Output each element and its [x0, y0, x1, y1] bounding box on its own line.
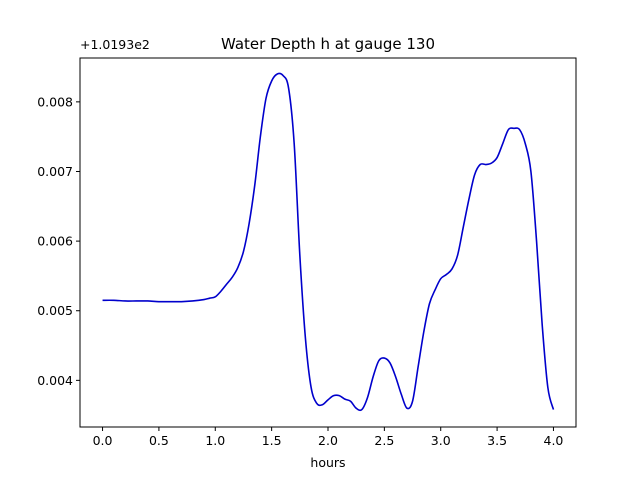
x-tick-label: 2.0 — [318, 433, 338, 448]
x-tick-label: 4.0 — [544, 433, 564, 448]
x-tick-label: 2.5 — [374, 433, 394, 448]
y-axis-offset-label: +1.0193e2 — [80, 37, 150, 52]
x-tick-label: 0.5 — [149, 433, 169, 448]
y-tick-label: 0.008 — [37, 94, 73, 109]
x-tick-label: 3.0 — [431, 433, 451, 448]
y-tick-label: 0.004 — [37, 373, 73, 388]
y-tick-label: 0.007 — [37, 164, 73, 179]
plot-series — [102, 72, 555, 412]
x-tick-label: 3.5 — [487, 433, 507, 448]
x-tick-label: 1.5 — [262, 433, 282, 448]
series-line — [102, 72, 555, 412]
x-axis-label: hours — [310, 455, 345, 470]
y-tick-label: 0.005 — [37, 303, 73, 318]
x-tick-label: 0.0 — [93, 433, 113, 448]
y-tick-label: 0.006 — [37, 234, 73, 249]
x-tick-label: 1.0 — [205, 433, 225, 448]
y-axis: 0.004 0.005 0.006 0.007 0.008 — [37, 94, 80, 388]
plot-frame — [79, 57, 577, 428]
x-axis: 0.0 0.5 1.0 1.5 2.0 2.5 3.0 3.5 4.0 — [93, 427, 564, 448]
chart-title: Water Depth h at gauge 130 — [221, 35, 435, 53]
